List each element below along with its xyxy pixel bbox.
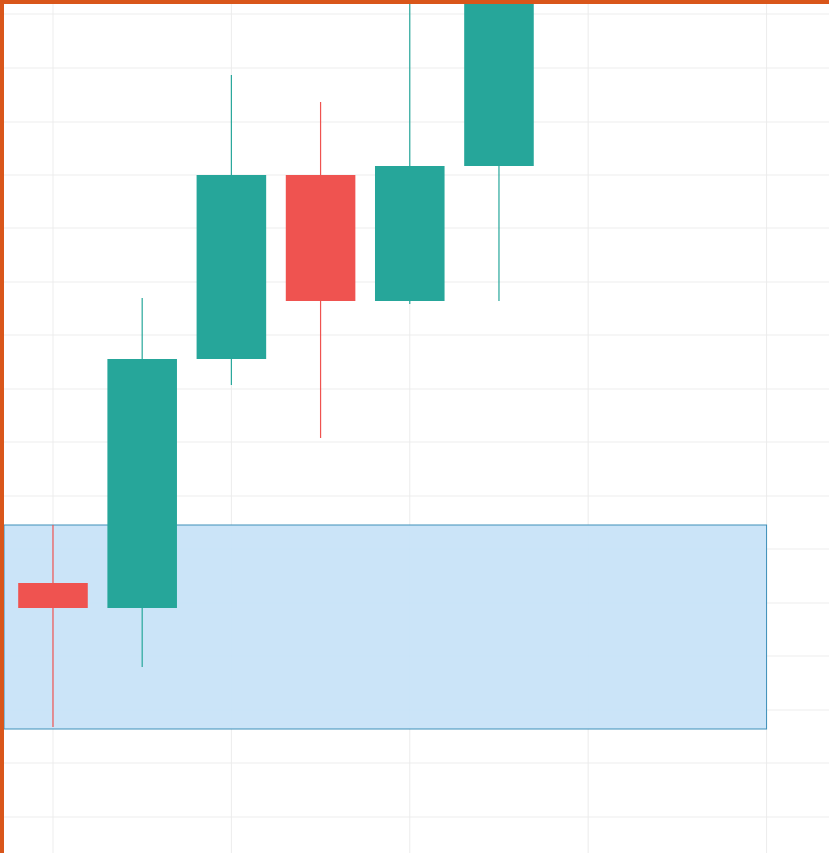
frame-left [0,0,4,853]
candle-body [464,0,534,166]
candle-body [374,166,445,301]
candle-body [107,359,177,608]
candle-body [285,175,356,301]
candle-body [18,583,88,608]
candle-body [196,175,267,359]
frame-top [0,0,829,4]
